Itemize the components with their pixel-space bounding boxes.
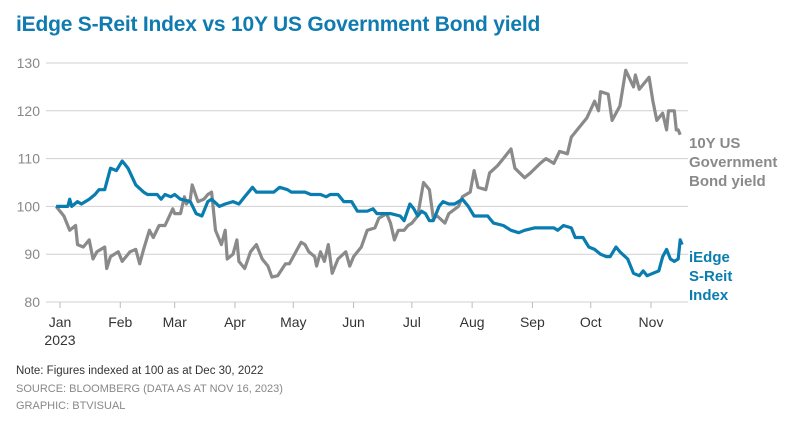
x-tick-label: Feb xyxy=(108,314,132,330)
x-tick-label: Jun xyxy=(342,314,365,330)
y-tick-label: 110 xyxy=(18,151,41,167)
series-label: Bond yield xyxy=(689,173,766,190)
x-tick-label: Sep xyxy=(520,314,545,330)
y-tick-label: 120 xyxy=(17,103,41,119)
line-chart: 80 90 100 110 120 130 Jan 2023 Feb Mar Apr May Jun Ju… xyxy=(17,55,778,348)
series-label: Index xyxy=(689,287,729,304)
chart-credit: GRAPHIC: BTVISUAL xyxy=(16,400,126,412)
reit-index-line xyxy=(56,159,684,278)
y-tick-label: 80 xyxy=(24,294,40,310)
series-label: 10Y US xyxy=(689,135,740,152)
x-tick-label: Jul xyxy=(403,314,421,330)
x-tick-year: 2023 xyxy=(44,332,75,348)
x-tick-label: May xyxy=(280,314,306,330)
bond-yield-line xyxy=(54,68,682,279)
chart-note: Note: Figures indexed at 100 as at Dec 3… xyxy=(16,365,264,377)
y-tick-label: 100 xyxy=(17,198,41,214)
x-tick-label: Aug xyxy=(460,314,485,330)
x-tick-label: Apr xyxy=(224,314,246,330)
chart-title: iEdge S-Reit Index vs 10Y US Government … xyxy=(16,13,541,36)
x-tick-label: Nov xyxy=(639,314,664,330)
y-tick-label: 130 xyxy=(17,55,41,71)
series-label: iEdge xyxy=(689,249,730,266)
y-tick-label: 90 xyxy=(24,246,40,262)
series-label: Government xyxy=(689,154,777,171)
x-tick-label: Jan xyxy=(49,314,72,330)
x-tick-label: Oct xyxy=(580,314,602,330)
chart-source: SOURCE: BLOOMBERG (DATA AS AT NOV 16, 20… xyxy=(16,383,283,395)
series-label: S-Reit xyxy=(689,268,732,285)
x-tick-label: Mar xyxy=(163,314,187,330)
